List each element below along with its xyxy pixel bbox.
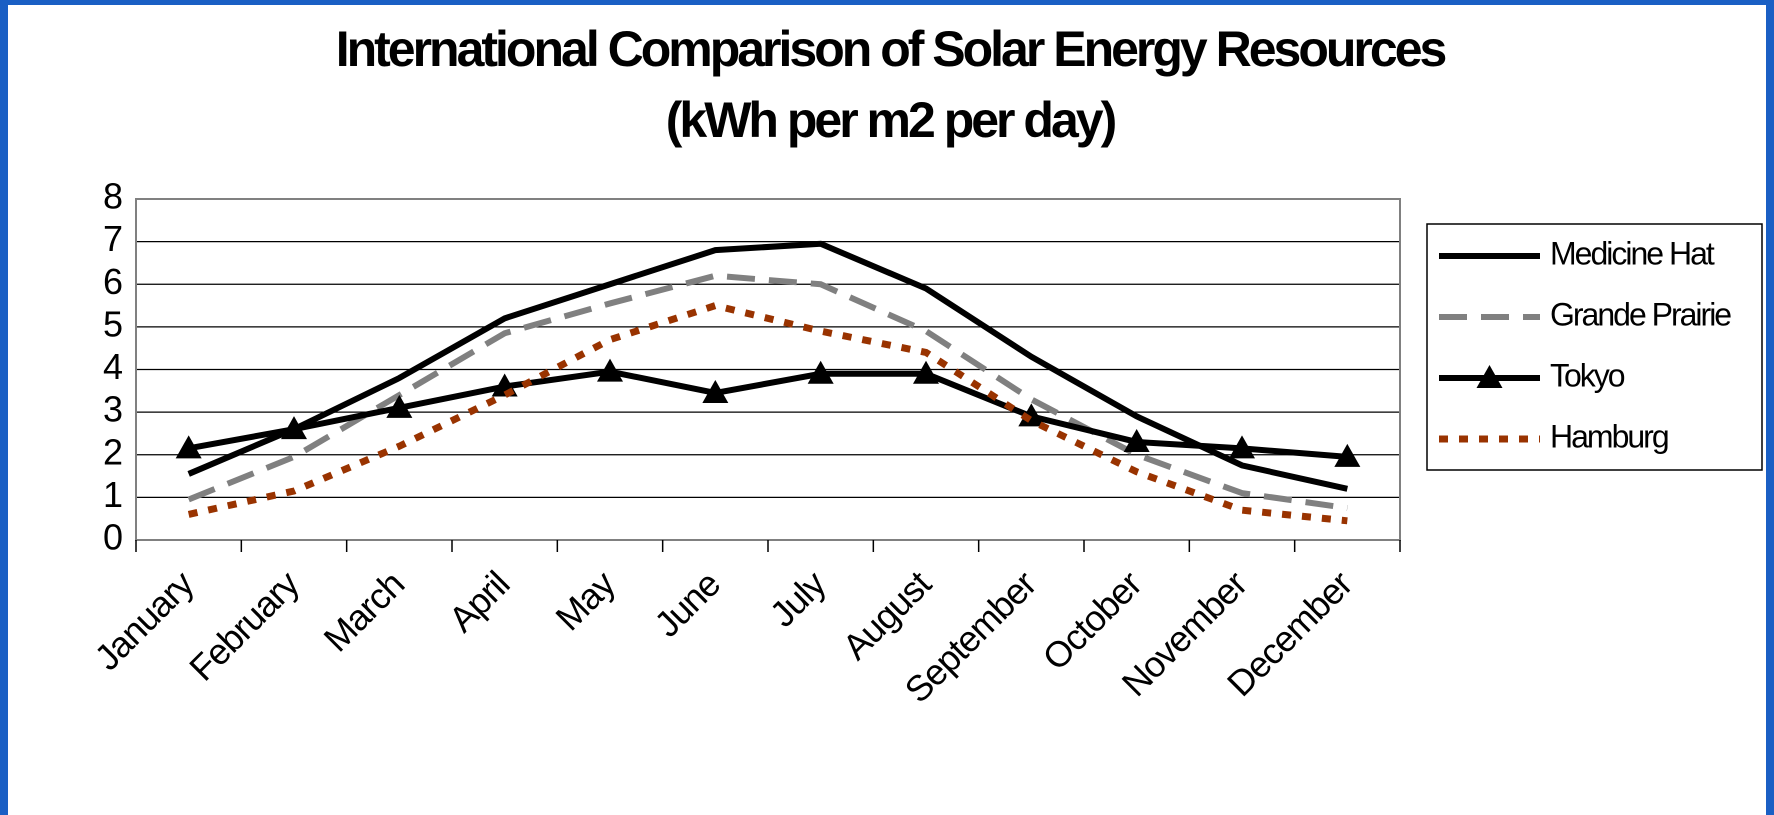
- series-marker: [807, 360, 834, 384]
- legend-box: [1426, 223, 1763, 471]
- series-marker: [386, 394, 413, 418]
- y-tick-label: 1: [103, 474, 122, 515]
- x-tick-label: May: [547, 563, 623, 639]
- y-tick-label: 5: [103, 303, 122, 344]
- y-tick-label: 8: [103, 176, 122, 217]
- y-tick-label: 0: [103, 517, 122, 558]
- legend-marker: [1476, 365, 1503, 388]
- series-line: [187, 240, 1348, 492]
- x-tick-label: March: [316, 563, 412, 659]
- series-marker: [913, 360, 939, 384]
- series-marker: [597, 358, 623, 382]
- series-marker: [1334, 443, 1361, 467]
- x-tick-label: June: [646, 563, 727, 644]
- series-marker: [1123, 428, 1150, 452]
- x-tick-label: February: [181, 563, 307, 689]
- chart-subtitle: (kWh per m2 per day): [666, 92, 1116, 148]
- series-marker: [281, 416, 307, 440]
- y-tick-label: 7: [103, 218, 122, 259]
- legend-label: Medicine Hat: [1550, 235, 1715, 271]
- x-tick-label: July: [762, 563, 834, 635]
- legend-label: Grande Prairie: [1550, 296, 1731, 332]
- legend-label: Hamburg: [1550, 418, 1668, 454]
- x-tick-label: August: [834, 563, 939, 668]
- series-line: [188, 368, 1348, 460]
- series-marker: [1018, 403, 1045, 427]
- x-tick-label: April: [441, 563, 517, 639]
- y-tick-label: 4: [103, 346, 122, 387]
- series-marker: [1229, 435, 1255, 459]
- y-tick-label: 6: [103, 261, 122, 302]
- series-marker: [175, 435, 202, 459]
- series-line: [187, 301, 1348, 525]
- y-tick-label: 3: [103, 389, 122, 430]
- series-line: [187, 272, 1348, 512]
- y-tick-label: 2: [103, 431, 122, 472]
- series-marker: [702, 379, 729, 403]
- legend-label: Tokyo: [1550, 357, 1625, 393]
- chart-title: International Comparison of Solar Energy…: [336, 21, 1446, 77]
